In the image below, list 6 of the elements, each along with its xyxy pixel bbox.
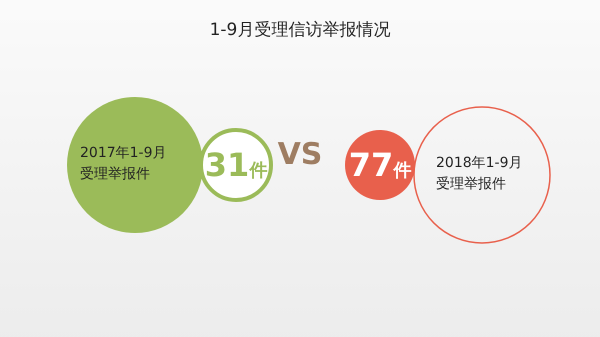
category-label: 2018年1-9月受理举报件 — [436, 154, 524, 194]
data-label: 77件 — [348, 146, 412, 184]
text: 1-9月受理信访举报情况 — [208, 19, 392, 41]
data-label: 31件 — [204, 146, 268, 184]
category-label: 2017年1-9月受理举报件 — [80, 144, 168, 184]
text: VS — [276, 137, 324, 172]
